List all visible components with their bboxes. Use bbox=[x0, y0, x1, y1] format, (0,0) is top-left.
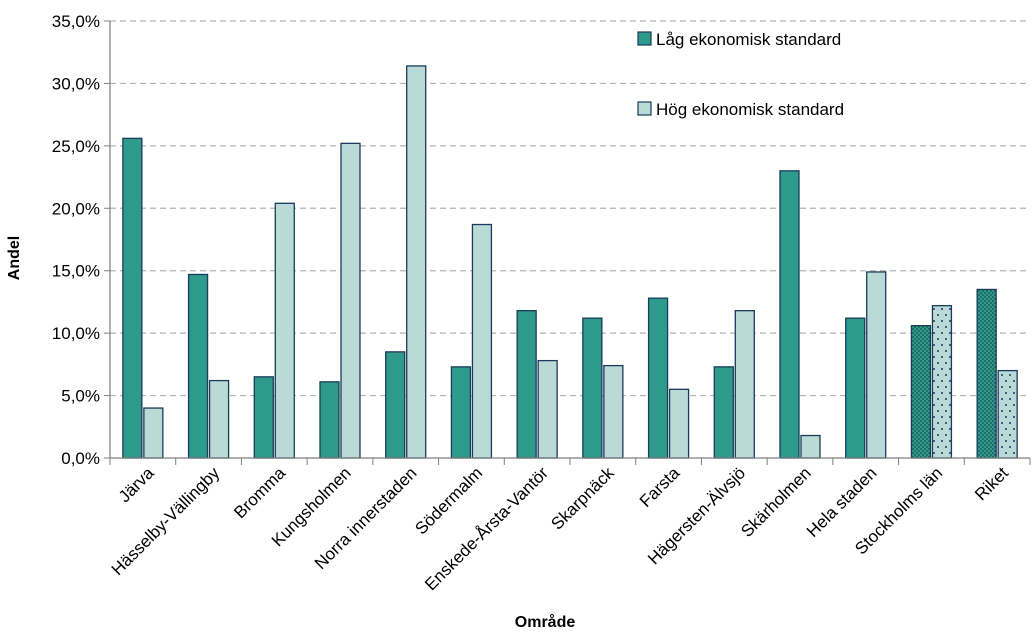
bar-low-standard bbox=[122, 137, 143, 459]
bar-high-standard bbox=[668, 388, 690, 459]
bar-low-standard bbox=[319, 381, 340, 459]
y-tick-label: 5,0% bbox=[61, 387, 100, 406]
x-axis-title: Område bbox=[515, 613, 576, 631]
legend-swatch-high bbox=[637, 101, 652, 116]
bar-low-standard bbox=[253, 376, 274, 459]
bar-low-standard bbox=[713, 366, 734, 459]
legend: Låg ekonomisk standard Hög ekonomisk sta… bbox=[637, 30, 844, 119]
bar-high-standard bbox=[471, 223, 493, 459]
bar-low-standard bbox=[910, 325, 932, 459]
x-tick-label: Riket bbox=[971, 463, 1012, 504]
bar-low-standard bbox=[582, 317, 603, 459]
bar-low-standard bbox=[385, 351, 406, 459]
y-tick-label: 20,0% bbox=[52, 199, 100, 218]
bar-low-standard bbox=[516, 310, 537, 459]
bar-low-standard bbox=[647, 297, 669, 459]
x-tick-label: Hässelby-Vällingby bbox=[108, 463, 224, 579]
bar-high-standard bbox=[866, 271, 887, 459]
bar-high-standard bbox=[931, 305, 953, 459]
y-tick-label: 10,0% bbox=[52, 324, 100, 343]
y-tick-label: 30,0% bbox=[52, 74, 100, 93]
bar-low-standard bbox=[187, 273, 209, 459]
bar-low-standard bbox=[976, 288, 997, 459]
bar-high-standard bbox=[143, 407, 164, 459]
y-axis-title: Andel bbox=[6, 236, 23, 280]
bar-high-standard bbox=[603, 364, 624, 459]
x-tick-label: Järva bbox=[115, 463, 158, 506]
bar-high-standard bbox=[800, 434, 821, 459]
bar-high-standard bbox=[406, 65, 427, 459]
bar-low-standard bbox=[779, 170, 800, 459]
bar-high-standard bbox=[537, 359, 558, 459]
y-tick-label: 15,0% bbox=[52, 262, 100, 281]
x-tick-label: Farsta bbox=[636, 463, 684, 511]
legend-label-low: Låg ekonomisk standard bbox=[656, 30, 841, 49]
legend-swatch-low bbox=[637, 31, 652, 46]
y-tick-label: 25,0% bbox=[52, 137, 100, 156]
bar-high-standard bbox=[734, 310, 755, 459]
bar-low-standard bbox=[845, 317, 866, 459]
bar-low-standard bbox=[450, 366, 472, 459]
bar-high-standard bbox=[340, 142, 361, 459]
y-tick-label: 0,0% bbox=[61, 449, 100, 468]
bar-high-standard bbox=[274, 202, 295, 459]
x-tick-label: Enskede-Årsta-Vantör bbox=[421, 463, 552, 594]
y-tick-label: 35,0% bbox=[52, 12, 100, 31]
x-tick-label: Bromma bbox=[230, 463, 289, 522]
x-tick-label: Skarpnäck bbox=[547, 463, 618, 534]
bar-high-standard bbox=[997, 369, 1018, 459]
legend-label-high: Hög ekonomisk standard bbox=[656, 100, 844, 119]
bar-high-standard bbox=[208, 379, 230, 459]
x-tick-label: Skärholmen bbox=[737, 463, 815, 541]
